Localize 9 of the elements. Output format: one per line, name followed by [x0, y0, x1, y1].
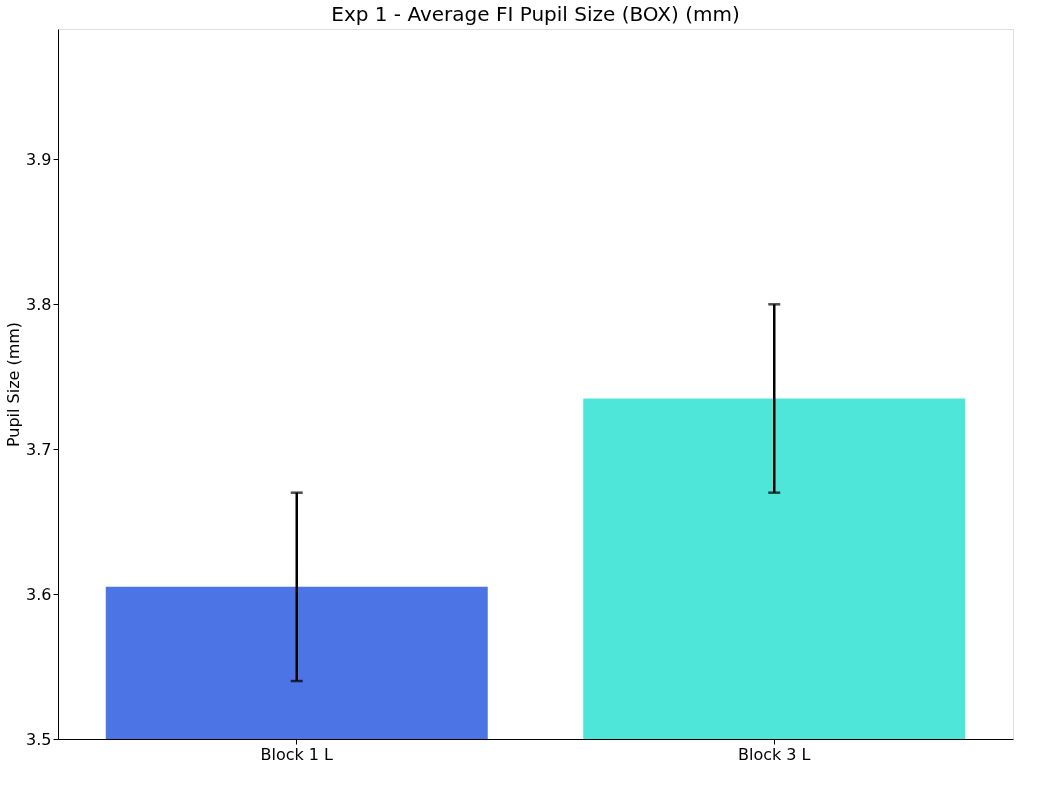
- x-tick-label: Block 1 L: [260, 744, 334, 764]
- y-tick-label: 3.8: [26, 294, 52, 314]
- y-tick-label: 3.9: [26, 149, 52, 169]
- y-tick-label: 3.7: [26, 439, 52, 459]
- chart-title: Exp 1 - Average FI Pupil Size (BOX) (mm): [331, 2, 740, 26]
- x-tick-label: Block 3 L: [737, 744, 811, 764]
- y-tick-label: 3.6: [26, 584, 52, 604]
- y-tick-label: 3.5: [26, 729, 52, 749]
- y-axis-title: Pupil Size (mm): [4, 321, 24, 448]
